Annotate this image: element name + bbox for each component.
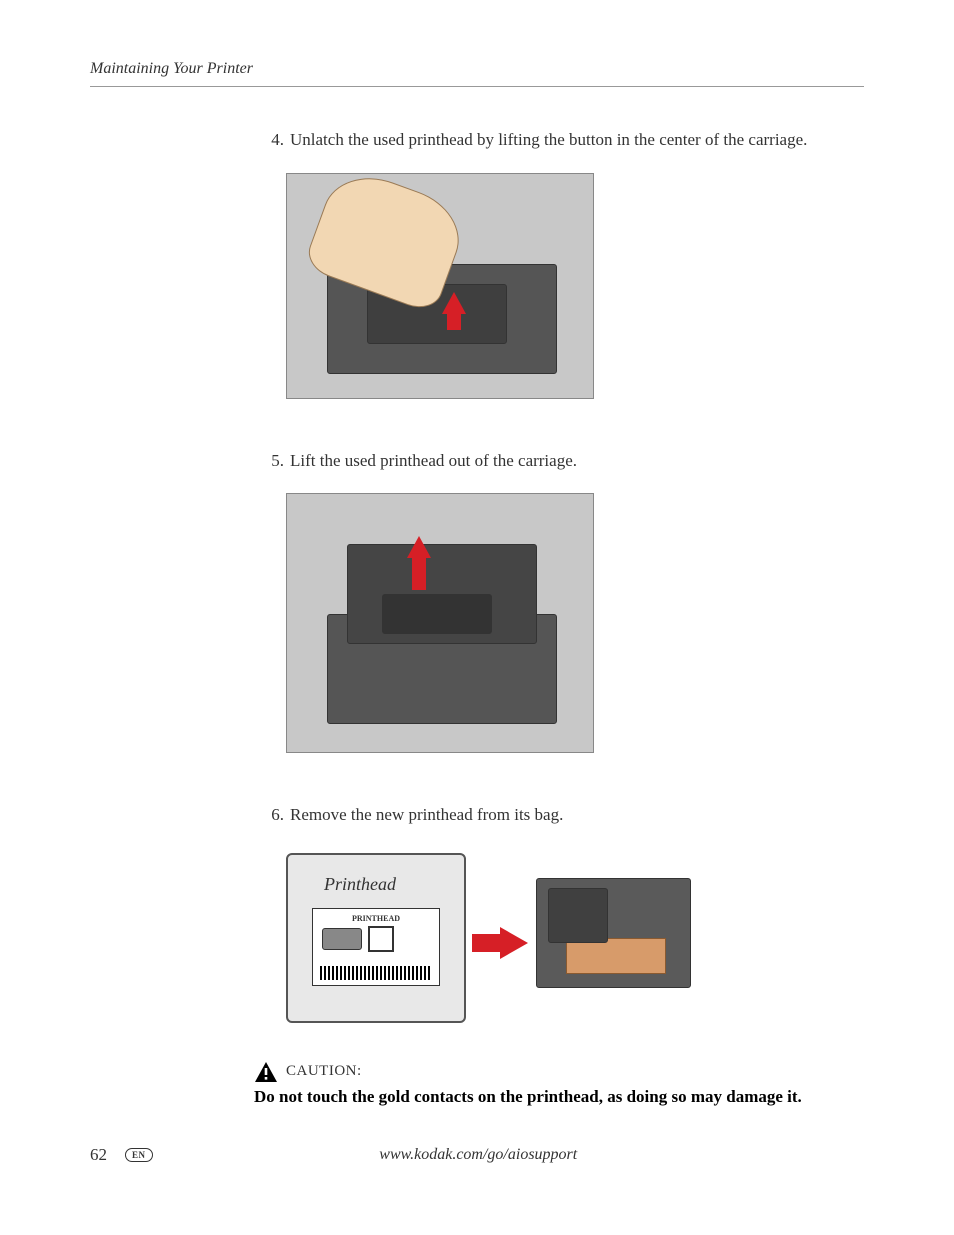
caution-label: CAUTION: — [286, 1063, 362, 1080]
caution-icon — [254, 1061, 278, 1083]
step-5: 5. Lift the used printhead out of the ca… — [260, 448, 864, 474]
step-text: Remove the new printhead from its bag. — [290, 802, 864, 828]
illustration-unlatch-printhead — [286, 173, 594, 399]
figure-step-5 — [286, 493, 864, 758]
figure-step-4 — [286, 173, 864, 404]
illustration-remove-from-bag: Printhead PRINTHEAD — [286, 848, 696, 1038]
step-4: 4. Unlatch the used printhead by lifting… — [260, 127, 864, 153]
header-rule — [90, 86, 864, 87]
card-title: PRINTHEAD — [352, 914, 400, 923]
step-6: 6. Remove the new printhead from its bag… — [260, 802, 864, 828]
footer-url: www.kodak.com/go/aiosupport — [93, 1146, 864, 1164]
content-area: 4. Unlatch the used printhead by lifting… — [90, 127, 864, 1107]
step-text: Lift the used printhead out of the carri… — [290, 448, 864, 474]
bag-label: Printhead — [324, 874, 396, 895]
step-number: 6. — [260, 802, 284, 828]
step-number: 4. — [260, 127, 284, 153]
step-text: Unlatch the used printhead by lifting th… — [290, 127, 864, 153]
page-header: Maintaining Your Printer — [90, 60, 864, 87]
figure-step-6: Printhead PRINTHEAD — [286, 848, 864, 1043]
caution-text: Do not touch the gold contacts on the pr… — [254, 1087, 864, 1107]
step-number: 5. — [260, 448, 284, 474]
illustration-lift-printhead — [286, 493, 594, 753]
page-footer: 62 EN www.kodak.com/go/aiosupport — [90, 1145, 864, 1165]
caution-block: CAUTION: — [254, 1061, 864, 1083]
chapter-title: Maintaining Your Printer — [90, 60, 864, 78]
